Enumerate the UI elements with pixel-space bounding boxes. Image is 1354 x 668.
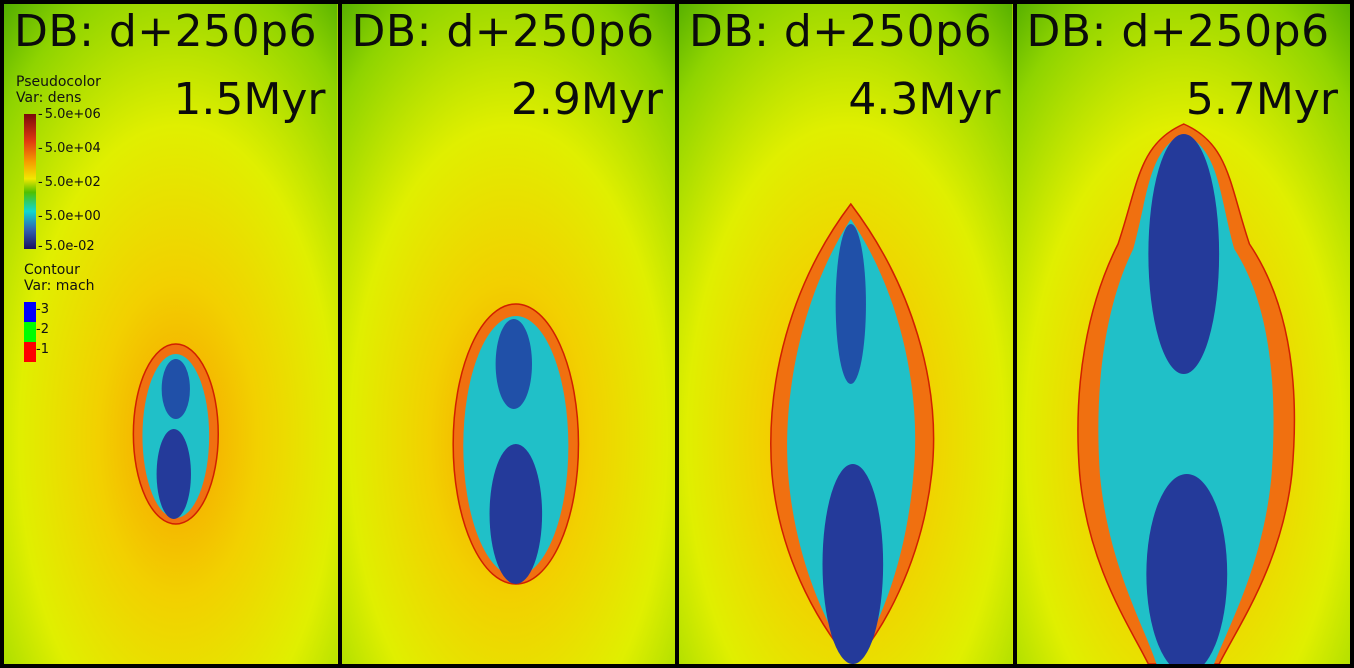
panel-1: DB: d+250p6 1.5Myr Pseudocolor Var: dens… <box>4 4 338 664</box>
contour-level-label: 3 <box>36 302 49 318</box>
density-colorbar <box>24 114 36 249</box>
density-field <box>1016 4 1350 664</box>
density-field <box>341 4 675 664</box>
colorbar-label: 5.0e-02 <box>38 239 95 255</box>
colorbar-label: 5.0e+02 <box>38 175 101 191</box>
contour-level-label: 1 <box>36 342 49 358</box>
colorbar-label: 5.0e+00 <box>38 209 101 225</box>
contour-var: Var: mach <box>24 278 95 294</box>
panel-3: DB: d+250p6 4.3Myr <box>679 4 1013 664</box>
time-label: 5.7Myr <box>1185 74 1338 125</box>
legend: Pseudocolor Var: dens 5.0e+06 5.0e+04 5.… <box>16 74 126 362</box>
colorbar-label: 5.0e+06 <box>38 107 101 123</box>
panel-4: DB: d+250p6 5.7Myr <box>1016 4 1350 664</box>
contour-swatch-1 <box>24 342 36 362</box>
density-field <box>679 4 1013 664</box>
colorbar-label: 5.0e+04 <box>38 141 101 157</box>
contour-level-label: 2 <box>36 322 49 338</box>
time-label: 2.9Myr <box>510 74 663 125</box>
contour-swatch-2 <box>24 322 36 342</box>
db-title: DB: d+250p6 <box>351 6 655 57</box>
panel-2: DB: d+250p6 2.9Myr <box>341 4 675 664</box>
pseudocolor-var: Var: dens <box>16 90 82 107</box>
contour-swatch-3 <box>24 302 36 322</box>
time-label: 1.5Myr <box>173 74 326 125</box>
db-title: DB: d+250p6 <box>689 6 993 57</box>
contour-title: Contour <box>24 262 80 278</box>
db-title: DB: d+250p6 <box>14 6 318 57</box>
pseudocolor-title: Pseudocolor <box>16 74 101 90</box>
time-label: 4.3Myr <box>848 74 1001 125</box>
db-title: DB: d+250p6 <box>1026 6 1330 57</box>
